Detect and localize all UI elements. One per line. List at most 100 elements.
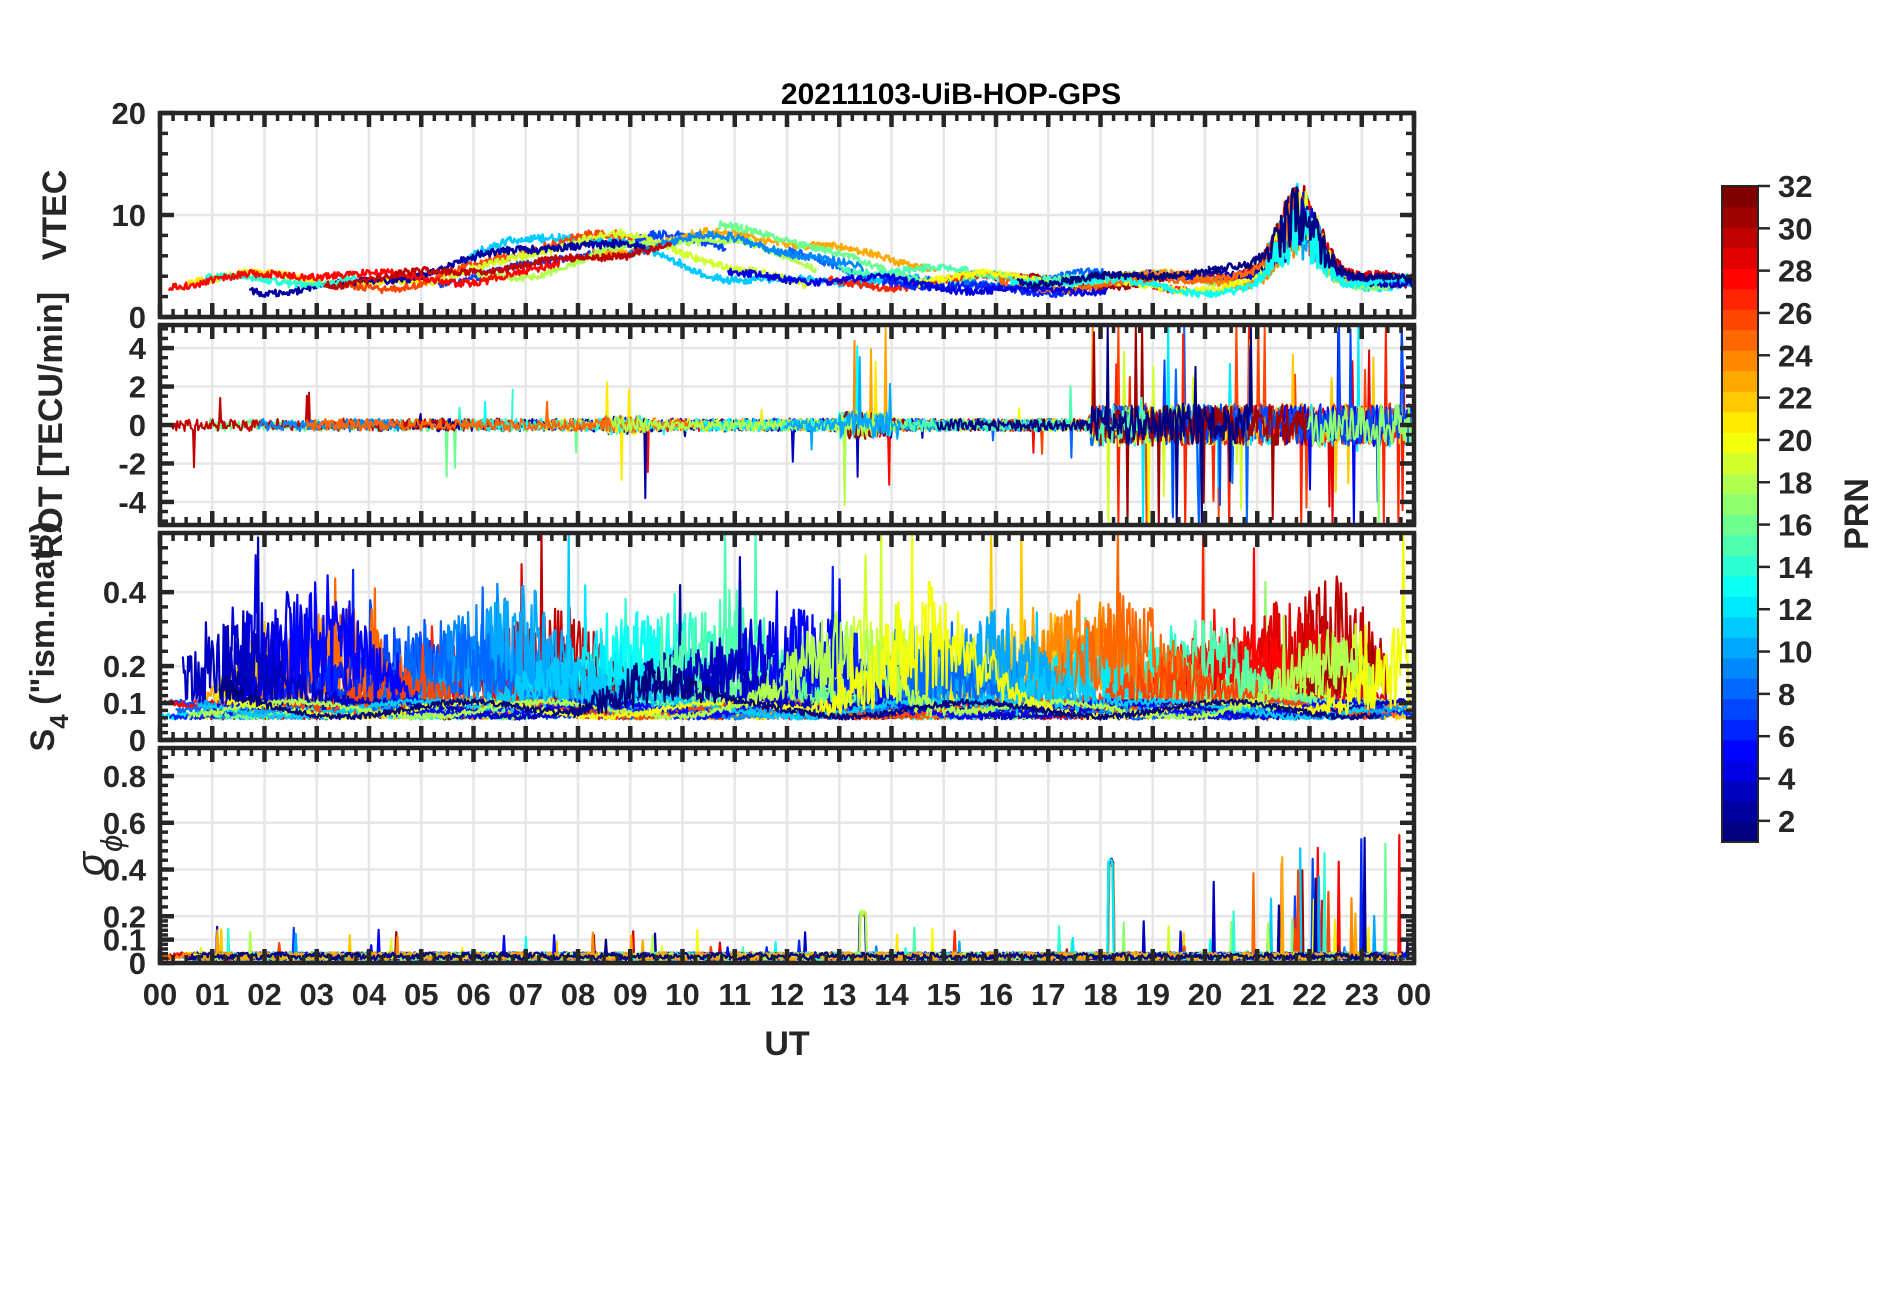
ytick-label-rot: -4 [118,485,146,520]
xtick-label: 02 [247,977,281,1012]
xtick-label: 12 [770,977,804,1012]
colorbar-tick-label: 6 [1778,719,1795,754]
colorbar-segment [1722,186,1758,208]
colorbar-segment [1722,719,1758,741]
colorbar-segment [1722,247,1758,269]
xtick-label: 18 [1083,977,1117,1012]
y-axis-title-rot: ROT [TECU/min] [32,292,70,558]
colorbar-segment [1722,637,1758,659]
colorbar-segment [1722,370,1758,392]
ytick-label-sigma_phi: 0.2 [103,899,146,934]
colorbar-segment [1722,821,1758,843]
series-group-s4 [160,533,1414,721]
colorbar-frame [1721,185,1759,843]
series-group-rot [171,325,1414,525]
panel-sigma_phi: 00.10.2 0.4 0.6 0.8 [103,745,1417,981]
colorbar-segment [1722,452,1758,474]
ytick-label-s4: 0 [129,723,146,758]
colorbar-tick-label: 26 [1778,296,1812,331]
colorbar-tick-label: 10 [1778,635,1812,670]
ytick-label-s4: 0.2 [103,649,146,684]
y-axis-title-text: S4 ("ism.mat") [24,522,74,752]
colorbar-tick-label: 8 [1778,677,1795,712]
colorbar-segment [1722,227,1758,249]
ytick-label-sigma_phi: 0.8 [103,759,146,794]
xtick-label: 06 [456,977,490,1012]
xtick-label: 15 [927,977,961,1012]
xtick-label: 17 [1031,977,1065,1012]
colorbar-segment [1722,473,1758,495]
x-axis-title: UT [764,1025,810,1063]
panel-rot: -4 -202 4 [118,322,1417,528]
x-axis-labels: 00 01 02 03 04 05 06 07 08 09 10 11 12 13 14 15 16 17 18 19… [143,977,1431,1063]
colorbar-segment [1722,698,1758,720]
xtick-label: 08 [561,977,595,1012]
series-line-prn-1 [1016,186,1414,289]
y-axis-title-sigma_phi: σϕ [69,835,129,876]
ytick-label-vtec: 10 [112,198,146,233]
colorbar-tick-label: 20 [1778,423,1812,458]
series-line-prn-19 [428,228,810,290]
series-line-prn-6 [882,277,1085,299]
xtick-label: 11 [718,977,751,1012]
colorbar-segment [1722,350,1758,372]
xtick-label: 09 [613,977,647,1012]
colorbar-segment [1722,268,1758,290]
colorbar-segment [1722,206,1758,228]
series-line-prn-5 [206,574,1386,721]
y-axis-title-text: σϕ [69,835,129,876]
xtick-label: 03 [300,977,334,1012]
series-line-prn-11 [457,232,920,289]
colorbar-segment [1722,596,1758,618]
colorbar-tick-label: 16 [1778,508,1812,543]
series-line-prn-1 [186,938,1397,962]
ytick-label-vtec: 20 [112,96,146,131]
colorbar-tick-label: 22 [1778,381,1812,416]
xtick-label: 00 [143,977,177,1012]
xtick-label: 16 [979,977,1013,1012]
xtick-label: 23 [1345,977,1379,1012]
colorbar-segment [1722,432,1758,454]
colorbar-title: PRN [1838,478,1876,550]
colorbar-segment [1722,288,1758,310]
xtick-label: 13 [822,977,856,1012]
colorbar-segment [1722,760,1758,782]
ytick-label-sigma_phi: 0.6 [103,806,146,841]
colorbar-tick-label: 14 [1778,550,1813,585]
panel-vtec: 0 10 20 [112,96,1417,335]
colorbar-tick-label: 2 [1778,804,1795,839]
xtick-label: 21 [1240,977,1274,1012]
colorbar-tick-label: 24 [1778,338,1813,373]
colorbar-segment [1722,555,1758,577]
xtick-label: 20 [1188,977,1222,1012]
colorbar-tick-label: 32 [1778,169,1812,204]
colorbar-segment [1722,411,1758,433]
series-line-prn-1 [936,325,1253,525]
series-line-prn-1 [218,658,1382,721]
colorbar-segment [1722,329,1758,351]
colorbar-segment [1722,780,1758,802]
colorbar-segment [1722,493,1758,515]
series-line-prn-28 [168,259,561,291]
ytick-label-s4: 0.1 [103,686,146,721]
colorbar-segment [1722,657,1758,679]
colorbar-tick-label: 28 [1778,254,1812,289]
xtick-label: 19 [1136,977,1170,1012]
series-line-prn-30 [171,391,516,469]
xtick-label: 14 [874,977,909,1012]
ytick-label-sigma_phi: 0.4 [103,853,147,888]
colorbar-segment [1722,575,1758,597]
y-axis-title-text: ROT [TECU/min] [32,292,70,558]
colorbar-tick-label: 4 [1778,762,1796,797]
ytick-label-sigma_phi: 0 [129,946,146,981]
ytick-label-rot: -2 [118,446,146,481]
y-axis-title-s4: S4 ("ism.mat") [24,522,74,752]
panel-s4: 00.10.2 0.4 [103,530,1417,758]
colorbar-tick-label: 12 [1778,592,1812,627]
series-line-prn-4 [727,267,1109,297]
ytick-label-rot: 2 [129,370,146,405]
colorbar-tick-label: 18 [1778,465,1812,500]
